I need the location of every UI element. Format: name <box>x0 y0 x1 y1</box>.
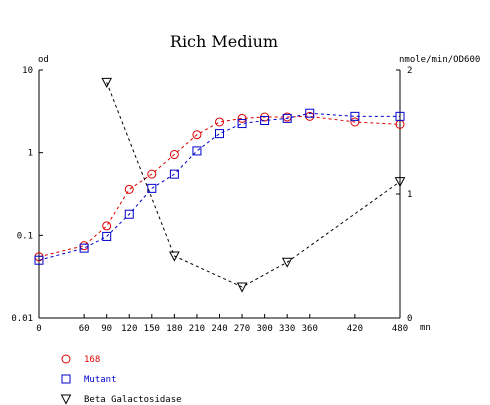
data-point <box>124 184 134 194</box>
series-line <box>38 112 400 261</box>
x-tick-label: 90 <box>101 324 112 334</box>
legend-label: Beta Galactosidase <box>84 395 182 405</box>
legend-marker <box>60 394 72 405</box>
x-tick-label: 210 <box>189 324 205 334</box>
data-point <box>147 169 157 179</box>
data-point <box>169 150 179 160</box>
x-tick-label: 120 <box>121 324 137 334</box>
y-left-tick-label: 0.01 <box>11 314 33 324</box>
data-point <box>102 221 112 231</box>
x-tick-label: 0 <box>36 324 41 334</box>
y-right-tick-label: 1 <box>407 190 412 200</box>
series-3 <box>101 77 406 293</box>
y-left-tick-label: 0.1 <box>17 231 33 241</box>
data-point <box>282 113 292 123</box>
data-point <box>34 255 44 265</box>
y-left-axis-label: od <box>38 55 49 65</box>
data-point <box>101 77 113 88</box>
data-point <box>215 129 224 139</box>
y-right-axis-label: nmole/min/OD600 <box>399 55 480 65</box>
x-tick-label: 420 <box>347 324 363 334</box>
data-point <box>281 257 293 268</box>
chart-title: Rich Medium <box>170 32 278 51</box>
series-1 <box>34 111 405 262</box>
data-point <box>350 111 360 121</box>
y-left-tick-label: 10 <box>22 66 33 76</box>
data-point <box>147 183 157 193</box>
x-tick-label: 240 <box>211 324 227 334</box>
data-point <box>192 146 202 156</box>
x-tick-label: 480 <box>392 324 408 334</box>
data-point <box>237 119 247 129</box>
x-tick-label: 60 <box>79 324 90 334</box>
y-right-tick-label: 0 <box>407 314 412 324</box>
data-point <box>395 111 405 121</box>
data-point <box>305 108 315 118</box>
y-left-tick-label: 1 <box>28 149 33 159</box>
data-point <box>102 231 112 241</box>
legend: 168 Mutant Beta Galactosidase <box>60 354 182 405</box>
y-right-tick-label: 2 <box>407 66 412 76</box>
data-point <box>260 115 270 125</box>
data-point <box>215 117 224 127</box>
x-tick-label: 360 <box>302 324 318 334</box>
data-point <box>236 282 248 293</box>
data-point <box>169 251 180 262</box>
data-point <box>350 117 360 127</box>
series-line <box>106 82 401 288</box>
data-point <box>169 169 179 179</box>
plot-area <box>34 77 406 293</box>
data-point <box>237 113 247 123</box>
data-point <box>192 130 202 140</box>
x-tick-label: 150 <box>144 324 160 334</box>
x-tick-label: 180 <box>166 324 182 334</box>
legend-marker <box>61 374 71 384</box>
legend-marker <box>61 354 71 364</box>
legend-label: 168 <box>84 355 100 365</box>
axis-ticks: 0 60 90 120 150 180 210 240 270 300 330 360 420 4800.… <box>11 66 412 334</box>
series-2 <box>34 108 405 265</box>
x-tick-label: 330 <box>279 324 295 334</box>
data-point <box>79 243 89 253</box>
x-tick-label: 270 <box>234 324 250 334</box>
x-tick-label: 300 <box>256 324 272 334</box>
data-point <box>124 209 134 219</box>
legend-label: Mutant <box>84 375 117 385</box>
x-axis-unit-label: mn <box>420 323 431 333</box>
data-point <box>394 177 406 188</box>
